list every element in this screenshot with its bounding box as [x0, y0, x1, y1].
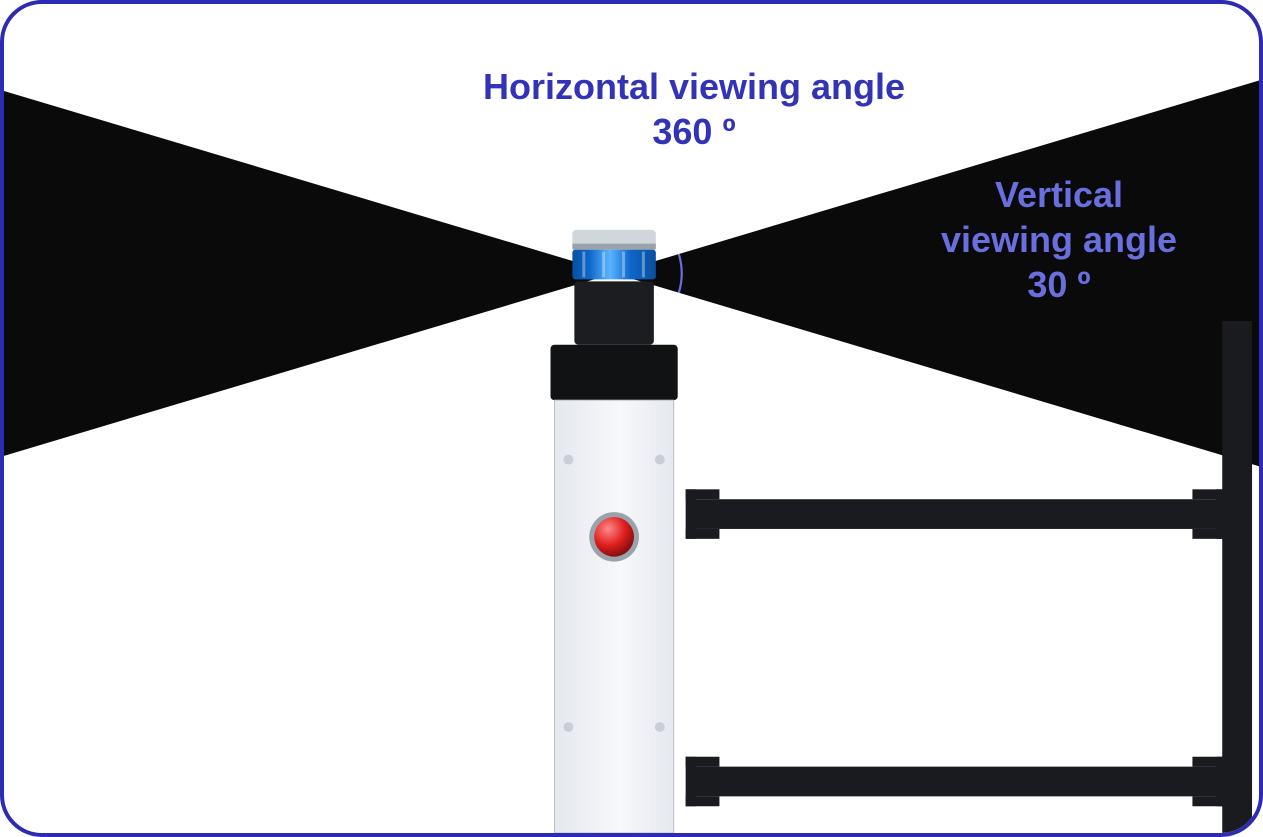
emergency-stop-button	[594, 517, 634, 557]
vertical-angle-label: Vertical viewing angle 30 º	[894, 172, 1224, 307]
horizontal-angle-label: Horizontal viewing angle 360 º	[414, 64, 974, 154]
device-column	[551, 230, 678, 833]
diagram-frame: Horizontal viewing angle 360 º Vertical …	[0, 0, 1263, 837]
diagram-panel: Horizontal viewing angle 360 º Vertical …	[0, 0, 1263, 837]
